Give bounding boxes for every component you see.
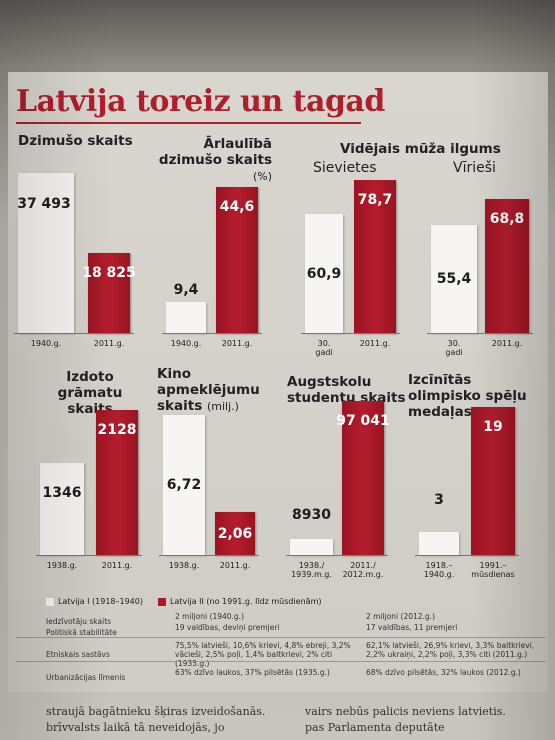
tick-label-4-1: 2011.g. <box>101 561 133 570</box>
tick-label-0-0: 1940.g. <box>30 339 62 348</box>
table-right-population: 2 miljoni (2012.g.) <box>366 612 435 621</box>
chart-title-extramarital: Ārlaulībā dzimušo skaits (%) <box>158 136 272 183</box>
value-label-4-1: 2128 <box>97 422 137 438</box>
value-label-2-0: 60,9 <box>306 265 342 282</box>
tick-label-4-0: 1938.g. <box>46 561 78 570</box>
table-label-population: Iedzīvotāju skaits <box>46 617 112 626</box>
chart-title-cinema: Kino apmeklējumu skaits (milj.) <box>157 366 260 414</box>
tick-label-6-0: 1938./1939.m.g. <box>291 561 332 579</box>
chart-title-births: Dzimušo skaits <box>18 133 133 149</box>
value-label-0-0: 37 493 <box>17 196 71 212</box>
bar-0-0 <box>18 173 74 333</box>
group-label-women: Sievietes <box>313 160 377 176</box>
tick-label-5-0: 1938.g. <box>168 561 200 570</box>
bar-6-0 <box>290 539 333 555</box>
tick-label-7-1: 1991.– mūsdienas <box>471 561 515 579</box>
table-divider <box>16 637 546 638</box>
baseline-6 <box>286 555 388 556</box>
value-label-1-1: 44,6 <box>219 199 255 215</box>
chart-title-students: Augstskolu studentu skaits <box>287 374 406 406</box>
tick-label-1-0: 1940.g. <box>170 339 202 348</box>
value-label-0-1: 18 825 <box>82 264 136 281</box>
infographic-panel <box>8 72 548 692</box>
baseline-7 <box>415 555 519 556</box>
value-label-3-1: 68,8 <box>489 210 525 227</box>
baseline-4 <box>36 555 142 556</box>
article-text-right: vairs nebūs palicis neviens latvietis. <box>305 705 506 718</box>
value-label-5-0: 6,72 <box>166 477 202 493</box>
table-left-stability: 19 valdības, deviņi premjeri <box>175 623 280 632</box>
bar-4-1 <box>96 410 138 555</box>
page-title: Latvija toreiz un tagad <box>16 84 385 119</box>
baseline-0 <box>14 333 134 334</box>
bar-3-0 <box>431 224 477 333</box>
legend-label-latvija-2: Latvija II (no 1991.g. līdz mūsdienām) <box>170 597 322 606</box>
chart-title-life-expectancy: Vidējais mūža ilgums <box>340 141 501 157</box>
value-label-2-1: 78,7 <box>357 191 393 208</box>
bar-1-0 <box>166 302 206 333</box>
table-right-stability: 17 valdības, 11 premjeri <box>366 623 458 632</box>
value-label-5-1: 2,06 <box>217 525 253 542</box>
tick-label-2-1: 2011.g. <box>359 339 391 348</box>
value-label-7-0: 3 <box>434 492 444 508</box>
bar-7-1 <box>471 407 515 555</box>
article-text-right-2: pas Parlamenta deputāte <box>305 721 445 734</box>
tick-label-6-1: 2011./2012.m.g. <box>342 561 384 579</box>
table-label-stability: Politiskā stabilitāte <box>46 628 117 637</box>
value-label-7-1: 19 <box>483 419 503 435</box>
title-underline <box>16 122 361 124</box>
value-label-4-0: 1346 <box>42 485 82 501</box>
table-left-ethnic: 75,5% latvieši, 10,6% krievi, 4,8% ebrej… <box>175 641 351 668</box>
tick-label-1-1: 2011.g. <box>221 339 253 348</box>
bar-5-1 <box>215 512 255 555</box>
table-label-urbanization: Urbanizācijas līmenis <box>46 673 126 682</box>
value-label-6-0: 8930 <box>292 507 331 523</box>
tick-label-0-1: 2011.g. <box>93 339 125 348</box>
table-left-urbanization: 63% dzīvo laukos, 37% pilsētās (1935.g.) <box>175 668 330 677</box>
table-right-ethnic: 62,1% latvieši, 26,9% krievi, 3,3% baltk… <box>366 641 535 659</box>
bar-2-1 <box>354 179 396 333</box>
legend-label-latvija-1: Latvija I (1918–1940) <box>58 597 143 606</box>
baseline-5 <box>159 555 259 556</box>
baseline-3 <box>427 333 533 334</box>
tick-label-3-1: 2011.g. <box>491 339 523 348</box>
legend-swatch-white <box>46 598 54 606</box>
bar-5-0 <box>163 415 205 555</box>
table-divider <box>16 661 546 662</box>
value-label-3-0: 55,4 <box>436 270 472 287</box>
article-text-left-2: brīvvalsts laikā tā neveidojās, jo <box>46 721 225 734</box>
article-text-left: straujā bagātnieku šķiras izveidošanās. <box>46 705 266 718</box>
baseline-1 <box>162 333 262 334</box>
bar-7-0 <box>419 531 459 555</box>
chart-title-medals: Izcīnītās olimpisko spēļu medaļas <box>408 372 527 420</box>
tick-label-3-0: 30. gadi <box>445 339 463 357</box>
bar-4-0 <box>40 463 84 555</box>
bar-0-1 <box>88 252 130 333</box>
bar-3-1 <box>485 198 529 333</box>
table-right-urbanization: 68% dzīvo pilsētās, 32% laukos (2012.g.) <box>366 668 521 677</box>
bar-2-0 <box>305 214 343 333</box>
value-label-1-0: 9,4 <box>173 282 199 299</box>
bar-6-1 <box>342 401 384 555</box>
tick-label-2-0: 30. gadi <box>315 339 333 357</box>
baseline-2 <box>301 333 400 334</box>
legend-swatch-red <box>158 598 166 606</box>
tick-label-7-0: 1918.– 1940.g. <box>423 561 455 579</box>
table-left-population: 2 miljoni (1940.g.) <box>175 612 244 621</box>
tick-label-5-1: 2011.g. <box>219 561 251 570</box>
table-label-ethnic: Etniskais sastāvs <box>46 650 110 659</box>
group-label-men: Vīrieši <box>453 160 496 176</box>
value-label-6-1: 97 041 <box>336 413 390 429</box>
bar-1-1 <box>216 187 258 333</box>
